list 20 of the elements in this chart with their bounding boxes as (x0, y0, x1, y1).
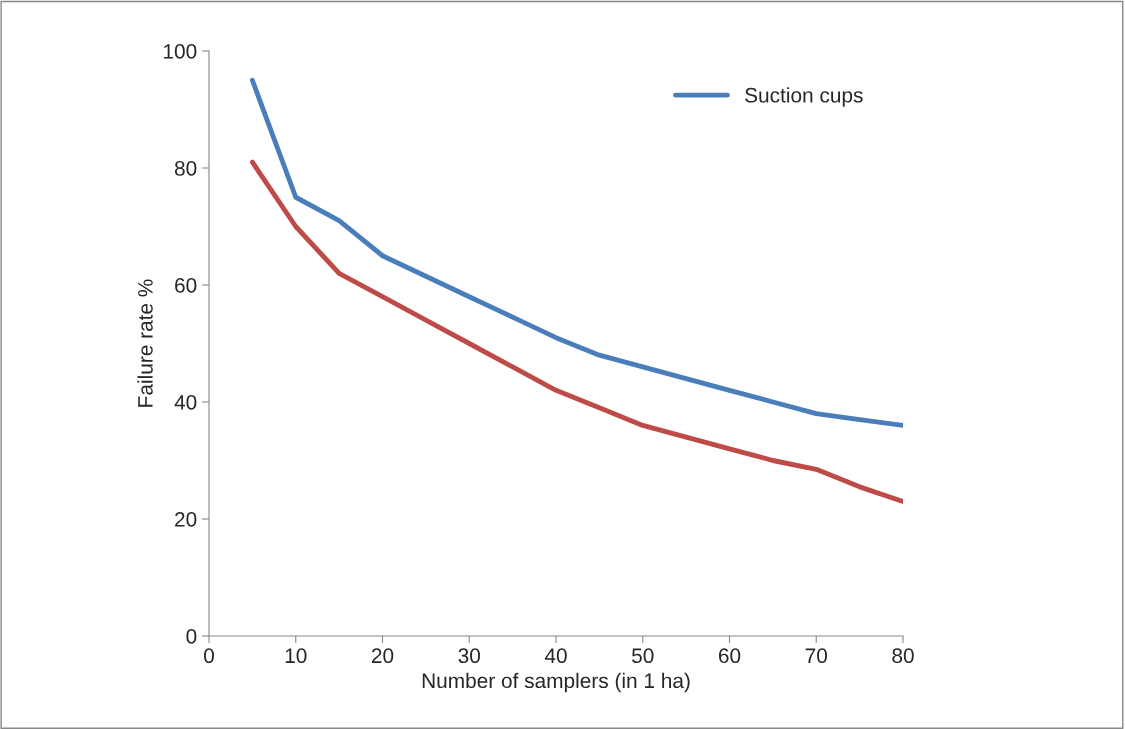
x-tick-label: 10 (285, 648, 307, 664)
y-tick-label: 40 (174, 395, 197, 410)
x-tick-label: 20 (371, 648, 394, 664)
y-axis-title: Failure rate % (137, 279, 153, 407)
line-series (249, 159, 903, 504)
line-series (249, 77, 903, 428)
y-tick-label: 20 (175, 512, 197, 527)
x-tick-label: 80 (892, 648, 914, 664)
y-tick-label: 60 (175, 278, 197, 293)
x-tick-label: 0 (204, 648, 214, 664)
x-tick-label: 40 (544, 648, 567, 664)
x-tick-label: 30 (458, 648, 481, 664)
legend-label: Suction cups (745, 87, 863, 107)
x-tick-label: 50 (632, 648, 654, 664)
y-tick-label: 0 (186, 629, 197, 644)
y-tick-label: 100 (164, 44, 197, 59)
y-tick-label: 80 (174, 161, 197, 176)
x-tick-label: 60 (718, 648, 741, 664)
x-tick-label: 70 (805, 648, 828, 664)
x-axis-title: Number of samplers (in 1 ha) (422, 672, 690, 693)
